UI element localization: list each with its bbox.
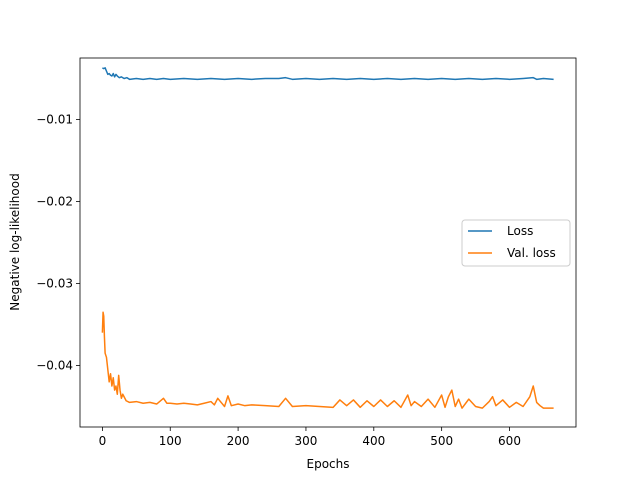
series-layer [101,67,554,409]
x-tick-label: 100 [159,434,182,448]
x-tick-label: 400 [362,434,385,448]
x-tick-label: 0 [99,434,107,448]
x-axis-title: Epochs [307,457,350,471]
y-axis-title: Negative log-likelihood [8,173,22,310]
y-tick-label: −0.03 [36,277,73,291]
legend-label-loss: Loss [507,224,533,238]
series-line-loss [102,67,554,81]
legend: Loss Val. loss [461,219,571,267]
legend-label-val-loss: Val. loss [507,246,556,260]
plot-frame [79,57,577,428]
y-tick-label: −0.01 [36,113,73,127]
x-tick-label: 500 [430,434,453,448]
y-tick-label: −0.04 [36,359,73,373]
x-tick-label: 300 [294,434,317,448]
series-line-val-loss [101,311,554,409]
y-tick-label: −0.02 [36,195,73,209]
x-tick-label: 200 [227,434,250,448]
x-axis-ticks: 0 100 200 300 400 500 600 [99,427,521,448]
x-tick-label: 600 [498,434,521,448]
y-axis-ticks: −0.04 −0.03 −0.02 −0.01 [36,113,80,373]
